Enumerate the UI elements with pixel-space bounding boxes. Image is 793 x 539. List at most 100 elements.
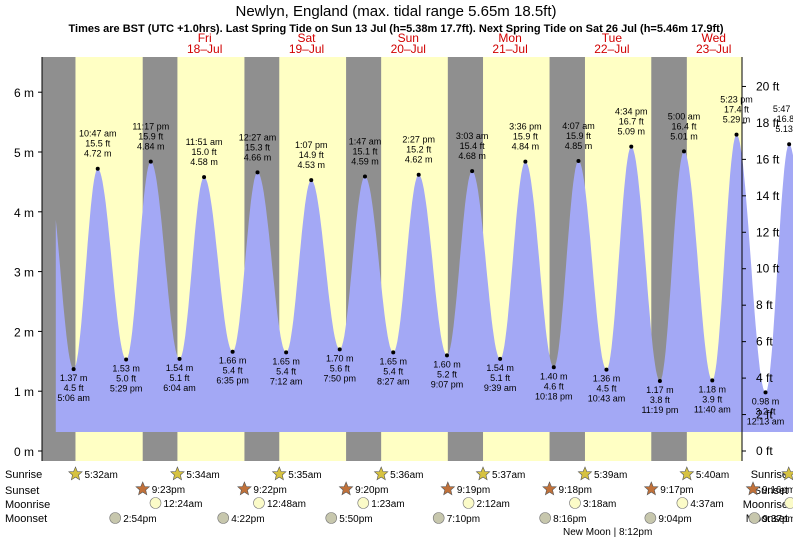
sunrise-icon: [170, 466, 185, 481]
tide-label: 16.4 ft: [671, 121, 697, 131]
tide-label: 9:07 pm: [431, 379, 464, 389]
moonset-time: 7:10pm: [447, 514, 480, 525]
tide-point: [71, 367, 76, 372]
tide-label: 5.4 ft: [276, 366, 297, 376]
tide-label: 4.59 m: [351, 157, 379, 167]
sunrise-icon: [781, 466, 793, 481]
tide-label: 5:47 am: [773, 104, 793, 114]
row-label-moonrise: Moonrise: [5, 499, 50, 511]
day-label-date: 21–Jul: [492, 42, 527, 56]
sunrise-icon: [373, 466, 389, 481]
tide-label: 1:47 am: [349, 137, 382, 147]
sunset-icon: [338, 481, 354, 496]
moon-phase-label: New Moon | 8:12pm: [563, 527, 652, 538]
tide-label: 15.2 ft: [406, 145, 432, 155]
right-tick-label: 6 ft: [756, 335, 773, 349]
tide-point: [177, 356, 182, 361]
sunset-icon: [135, 481, 151, 496]
tide-label: 5.29 m: [723, 115, 751, 125]
tide-label: 5.2 ft: [437, 369, 458, 379]
sunrise-time: 5:32am: [84, 470, 117, 481]
moonrise-time: 1:23am: [371, 499, 404, 510]
row-label-sunrise: Sunrise: [5, 469, 42, 481]
day-label-dow: Sun: [398, 31, 419, 45]
left-tick-label: 5 m: [14, 146, 34, 160]
tide-label: 3:36 pm: [509, 122, 542, 132]
tide-label: 5:23 pm: [720, 95, 753, 105]
tide-series-area: [55, 134, 793, 432]
tide-label: 4.84 m: [137, 142, 165, 152]
tide-label: 4.84 m: [512, 142, 540, 152]
chart-subtitle: Times are BST (UTC +1.0hrs). Last Spring…: [69, 23, 724, 35]
left-tick-label: 2 m: [14, 325, 34, 339]
moonrise-time: 2:12am: [477, 499, 510, 510]
tide-label: 5:00 am: [668, 111, 701, 121]
tide-label: 1:07 pm: [295, 140, 328, 150]
tide-label: 12:27 am: [239, 132, 277, 142]
chart-header: Newlyn, England (max. tidal range 5.65m …: [69, 3, 724, 35]
tide-label: 1.37 m: [60, 373, 88, 383]
tide-label: 7:12 am: [270, 376, 303, 386]
right-tick-label: 4 ft: [756, 371, 773, 385]
tide-point: [657, 379, 662, 384]
right-tick-label: 12 ft: [756, 225, 780, 239]
tide-label: 11:40 am: [694, 404, 731, 414]
tide-point: [604, 367, 609, 372]
right-tick-label: 20 ft: [756, 79, 780, 93]
right-tick-label: 10 ft: [756, 262, 780, 276]
right-tick-label: 0 ft: [756, 444, 773, 458]
sunset-time: 9:22pm: [253, 485, 286, 496]
chart-title: Newlyn, England (max. tidal range 5.65m …: [236, 3, 557, 20]
day-label-date: 23–Jul: [696, 42, 731, 56]
axes: 0 m 1 m 2 m 3 m 4 m 5 m 6 m 0 ft 2 ft 4 ft 6 ft 8 f…: [14, 57, 780, 461]
sunrise-icon: [271, 466, 287, 481]
moonrise-icon: [462, 497, 475, 509]
tide-point: [284, 350, 289, 355]
tide-label: 4.85 m: [565, 141, 593, 151]
tide-label: 4.5 ft: [64, 383, 85, 393]
tide-label: 1.65 m: [379, 356, 407, 366]
moonset-time: 9:37pm: [762, 514, 793, 525]
left-tick-label: 0 m: [14, 445, 34, 459]
right-tick-label: 16 ft: [756, 152, 780, 166]
moonrise-time: 3:18am: [583, 499, 616, 510]
tide-label: 6:04 am: [163, 383, 196, 393]
tide-label: 4.72 m: [84, 149, 112, 159]
sunrise-time: 5:37am: [492, 470, 525, 481]
tide-label: 1.70 m: [326, 353, 354, 363]
sunrise-time: 5:36am: [390, 470, 423, 481]
sunrise-icon: [679, 466, 695, 481]
moonset-time: 5:50pm: [339, 514, 372, 525]
moonrise-icon: [569, 497, 581, 509]
tide-label: 4.66 m: [244, 152, 272, 162]
tide-point: [576, 158, 581, 163]
tide-label: 10:18 pm: [535, 391, 573, 401]
moonrise-time: 4:37am: [690, 499, 723, 510]
tide-label: 1.65 m: [272, 356, 300, 366]
tide-label: 1.40 m: [540, 371, 568, 381]
tide-label: 14.9 ft: [299, 150, 325, 160]
sunrise-time: 5:35am: [288, 470, 321, 481]
sunset-icon: [542, 481, 557, 496]
moonset-time: 2:54pm: [123, 514, 156, 525]
tide-label: 3.9 ft: [702, 394, 723, 404]
tide-label: 4.68 m: [458, 151, 486, 161]
sunset-icon: [237, 481, 252, 496]
tide-label: 5.4 ft: [383, 366, 404, 376]
tide-label: 6:35 pm: [216, 376, 249, 386]
tide-label: 5.09 m: [618, 127, 646, 137]
tide-label: 4:07 am: [562, 121, 595, 131]
tide-label: 15.9 ft: [138, 132, 164, 142]
moonset-time: 4:22pm: [231, 514, 264, 525]
tide-label: 1.54 m: [486, 363, 514, 373]
tide-label: 1.18 m: [699, 384, 727, 394]
tide-label: 17.4 ft: [724, 105, 750, 115]
day-label-date: 20–Jul: [391, 42, 426, 56]
tide-point: [734, 132, 739, 137]
tide-label: 1.36 m: [593, 374, 621, 384]
tide-label: 4.6 ft: [544, 381, 565, 391]
tide-label: 15.1 ft: [352, 147, 378, 157]
day-label-date: 18–Jul: [187, 42, 222, 56]
tide-label: 4.62 m: [405, 155, 433, 165]
tide-point: [710, 378, 715, 383]
